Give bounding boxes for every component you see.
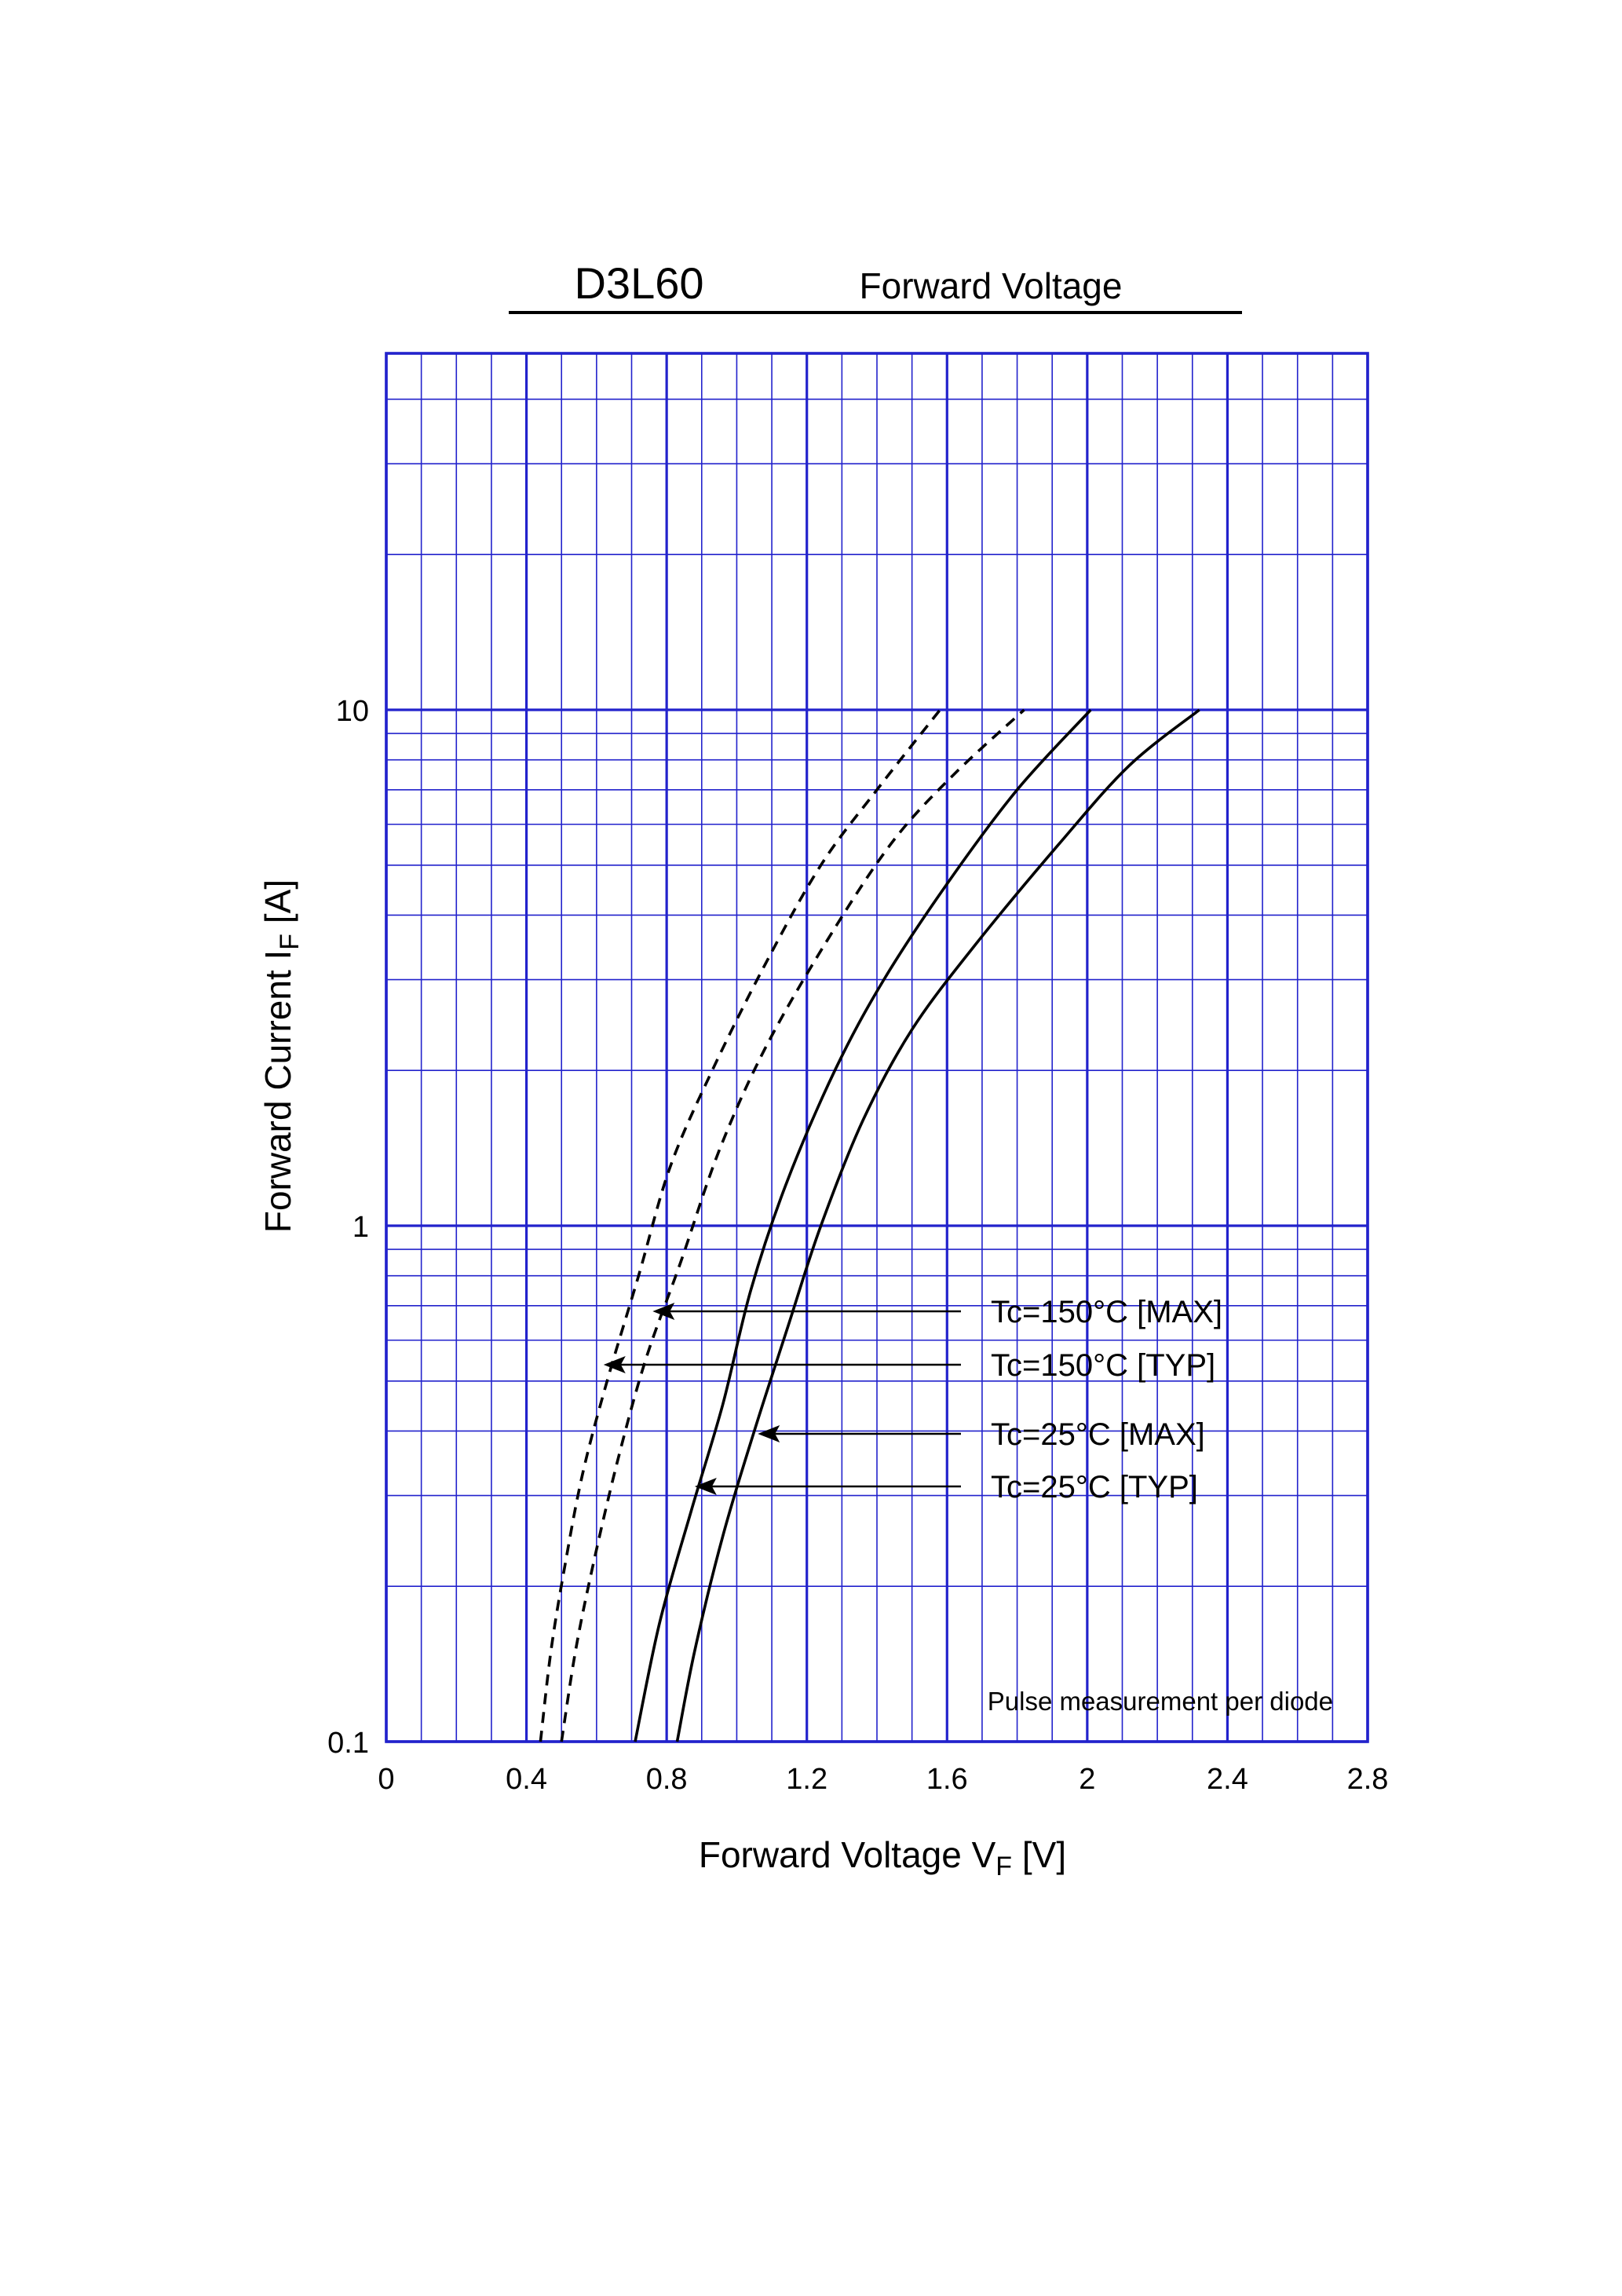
x-tick-label: 0 bbox=[378, 1763, 394, 1796]
annotation-arrowhead bbox=[652, 1303, 675, 1320]
pulse-measurement-note: Pulse measurement per diode bbox=[988, 1687, 1333, 1716]
chart-subtitle: Forward Voltage bbox=[860, 265, 1123, 306]
x-tick-label: 2.4 bbox=[1207, 1763, 1248, 1796]
plot-frame bbox=[385, 352, 1369, 1743]
x-tick-label: 1.2 bbox=[786, 1763, 827, 1796]
annotation-label: Tc=25°C [TYP] bbox=[991, 1470, 1198, 1504]
chart-title-group: D3L60 Forward Voltage bbox=[509, 258, 1242, 314]
chart-curves bbox=[539, 708, 1200, 1742]
x-tick-label: 0.8 bbox=[646, 1763, 688, 1796]
annotation-label: Tc=150°C [MAX] bbox=[991, 1295, 1222, 1329]
chart-annotations: Tc=150°C [MAX] Tc=150°C [TYP] Tc=25°C [MAX… bbox=[603, 1295, 1222, 1504]
annotation-label: Tc=150°C [TYP] bbox=[991, 1348, 1215, 1383]
y-tick-label: 10 bbox=[336, 695, 369, 728]
annotation-label: Tc=25°C [MAX] bbox=[991, 1417, 1205, 1452]
series-line-2 bbox=[560, 708, 1025, 1742]
chart-grid bbox=[385, 352, 1369, 1743]
y-axis-label: Forward Current IF [A] bbox=[258, 879, 305, 1233]
x-tick-label: 2 bbox=[1079, 1763, 1095, 1796]
y-tick-label: 0.1 bbox=[327, 1727, 369, 1760]
series-line-4 bbox=[675, 708, 1200, 1742]
x-tick-label: 2.8 bbox=[1347, 1763, 1389, 1796]
y-tick-label: 1 bbox=[353, 1211, 369, 1244]
chart-ticks: 0 0.4 0.8 1.2 1.6 2 2.4 2.8 0.1 1 10 bbox=[327, 695, 1388, 1796]
annotation-arrowhead bbox=[603, 1356, 626, 1373]
x-tick-label: 1.6 bbox=[926, 1763, 968, 1796]
x-axis-label: Forward Voltage VF [V] bbox=[699, 1834, 1066, 1881]
series-line-3 bbox=[634, 708, 1092, 1742]
annotation-arrowhead bbox=[694, 1478, 717, 1495]
x-tick-label: 0.4 bbox=[506, 1763, 547, 1796]
chart-title: D3L60 bbox=[574, 258, 703, 308]
series-line-1 bbox=[539, 708, 941, 1742]
annotation-arrowhead bbox=[758, 1425, 780, 1442]
